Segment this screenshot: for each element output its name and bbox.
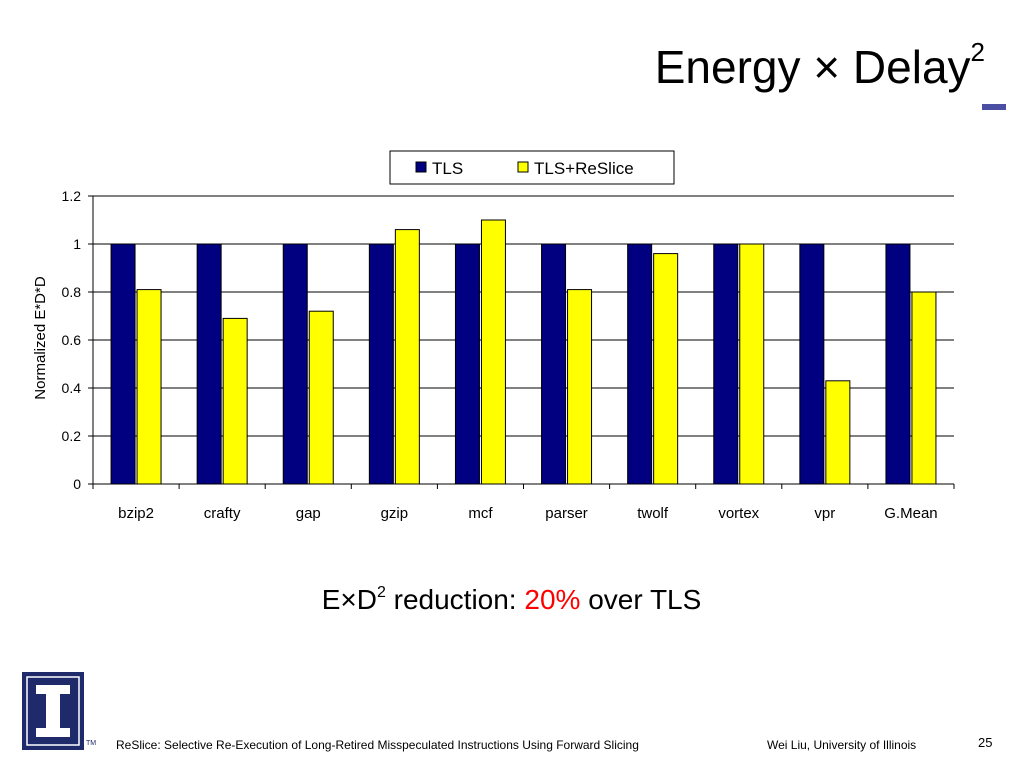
x-tick-label: vpr [814,505,835,522]
legend-box [389,150,675,185]
bar-tls-reslice-parser [567,289,593,485]
y-tick-label: 0.4 [62,380,82,396]
bar-tls-vpr [799,243,825,485]
bar-tls-reslice-gap [308,310,334,485]
x-tick-label: bzip2 [118,505,154,522]
bar-tls-mcf [454,243,480,485]
legend: TLS TLS+ReSlice [389,150,675,185]
bar-tls-reslice-gzip [394,229,420,485]
summary-middle: reduction: [385,584,525,615]
y-tick-labels: 0 0.2 0.4 0.6 0.8 1 1.2 [62,188,82,492]
x-tick-label: twolf [637,505,669,522]
bar-tls-g-mean [885,243,911,485]
legend-swatch [517,161,529,173]
x-tick-label: gap [296,505,321,522]
logo-trademark: TM [86,740,97,747]
bar-tls-reslice-crafty [222,317,248,485]
legend-swatch [415,161,427,173]
footer-title: ReSlice: Selective Re-Execution of Long-… [116,738,639,752]
summary-suffix: over TLS [580,584,702,615]
bar-tls-twolf [627,243,653,485]
slide-title-text: Energy × Delay [654,41,971,93]
bar-tls-reslice-g-mean [911,291,937,485]
university-logo [22,672,84,750]
y-tick-label: 0.6 [62,332,82,348]
bar-tls-reslice-vortex [739,243,765,485]
summary-text: E×D2 reduction: 20% over TLS [0,573,1023,620]
bar-tls-reslice-mcf [480,219,506,485]
y-tick-label: 0 [73,476,81,492]
bar-tls-bzip2 [110,243,136,485]
axes [88,195,955,489]
bar-tls-gzip [368,243,394,485]
legend-label: TLS+ReSlice [534,159,634,178]
x-tick-labels: bzip2 crafty gap gzip mcf parser twolf vortex vp… [118,505,938,522]
y-axis-label: Normalized E*D*D [32,276,49,400]
y-tick-label: 0.8 [62,284,82,300]
bar-tls-gap [282,243,308,485]
x-tick-label: gzip [381,505,409,522]
gridlines [93,195,954,437]
bar-tls-parser [541,243,567,485]
summary-highlight: 20% [524,584,581,615]
bar-tls-reslice-twolf [653,253,679,485]
footer-author: Wei Liu, University of Illinois [767,738,917,752]
y-tick-label: 0.2 [62,428,82,444]
bar-tls-reslice-vpr [825,380,851,485]
y-tick-label: 1 [73,236,81,252]
energy-delay-chart: 0 0.2 0.4 0.6 0.8 1 1.2 bzip2 crafty gap gzip mcf p… [32,150,955,522]
bar-tls-vortex [713,243,739,485]
bars [110,219,937,485]
x-tick-label: crafty [204,505,241,522]
summary-prefix-superscript: 2 [376,584,386,601]
x-tick-label: parser [545,505,588,522]
title-underline [982,104,1006,110]
x-tick-label: mcf [468,505,493,522]
legend-label: TLS [432,159,463,178]
bar-tls-reslice-bzip2 [136,289,162,485]
slide-title-superscript: 2 [970,37,985,67]
page-number: 25 [978,735,993,750]
x-tick-label: G.Mean [884,505,937,522]
slide-title: Energy × Delay2 [655,24,985,95]
x-tick-label: vortex [718,505,759,522]
summary-prefix: E×D [321,584,377,615]
y-tick-label: 1.2 [62,188,82,204]
bar-tls-crafty [196,243,222,485]
